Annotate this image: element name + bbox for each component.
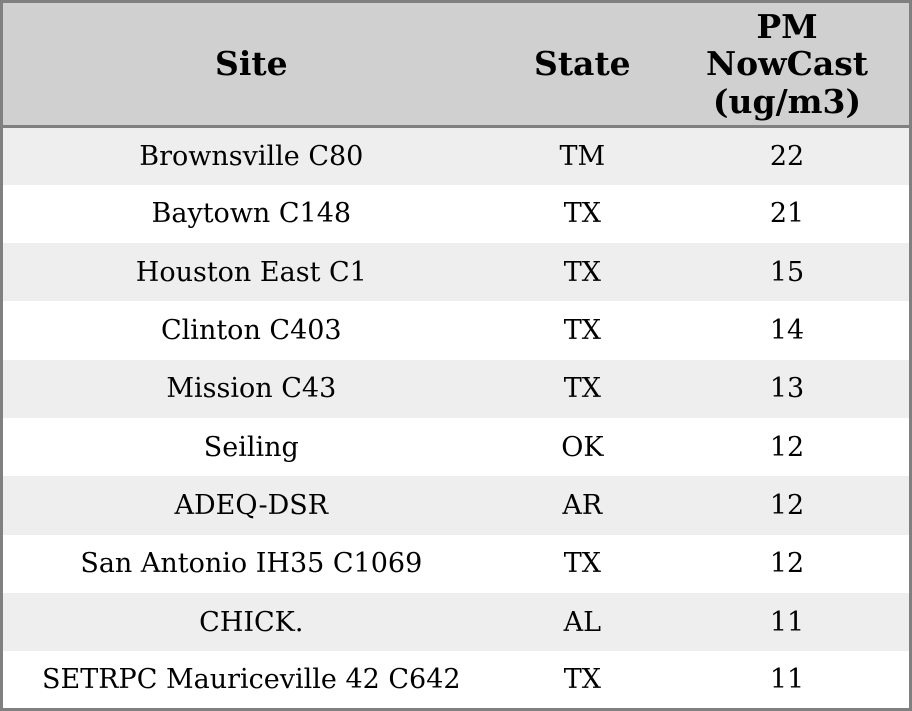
header-row: Site State PM NowCast (ug/m3)	[1, 1, 911, 128]
table-row: Brownsville C80 TM 22	[1, 126, 911, 185]
cell-pm-nowcast: 11	[769, 606, 805, 638]
table-row: Mission C43 TX 13	[1, 359, 911, 418]
table-row: ADEQ-DSR AR 12	[1, 476, 911, 535]
cell-state: AL	[563, 606, 602, 638]
column-header-state-label: State	[533, 44, 631, 84]
cell-state: TX	[563, 315, 601, 347]
cell-pm-nowcast: 21	[769, 198, 805, 230]
cell-state: TM	[559, 140, 606, 172]
cell-site: San Antonio IH35 C1069	[80, 548, 423, 580]
column-header-site: Site	[1, 1, 500, 128]
cell-site: Baytown C148	[151, 198, 352, 230]
cell-pm-nowcast: 12	[769, 548, 805, 580]
column-header-site-label: Site	[215, 44, 288, 84]
column-header-state: State	[499, 1, 666, 128]
cell-pm-nowcast: 14	[769, 315, 805, 347]
table-row: Houston East C1 TX 15	[1, 243, 911, 302]
cell-pm-nowcast: 15	[769, 256, 805, 288]
table-row: San Antonio IH35 C1069 TX 12	[1, 534, 911, 593]
cell-state: TX	[563, 256, 601, 288]
table-row: SETRPC Mauriceville 42 C642 TX 11	[1, 651, 911, 710]
cell-site: CHICK.	[199, 606, 304, 638]
cell-site: Clinton C403	[161, 315, 342, 347]
table-row: Clinton C403 TX 14	[1, 301, 911, 360]
cell-state: TX	[563, 198, 601, 230]
cell-state: TX	[563, 664, 601, 696]
cell-site: Seiling	[203, 431, 299, 463]
cell-state: TX	[563, 548, 601, 580]
table-row: Seiling OK 12	[1, 417, 911, 477]
cell-site: ADEQ-DSR	[174, 489, 329, 521]
cell-site: Houston East C1	[135, 256, 367, 288]
column-header-pm-nowcast-label: PM NowCast (ug/m3)	[706, 7, 869, 121]
cell-state: AR	[562, 489, 603, 521]
cell-site: SETRPC Mauriceville 42 C642	[42, 664, 461, 696]
cell-pm-nowcast: 12	[769, 431, 805, 463]
table-row: Baytown C148 TX 21	[1, 184, 911, 244]
cell-site: Mission C43	[166, 373, 337, 405]
cell-state: TX	[563, 373, 601, 405]
table-row: CHICK. AL 11	[1, 592, 911, 652]
cell-pm-nowcast: 13	[769, 373, 805, 405]
cell-pm-nowcast: 22	[769, 140, 805, 172]
column-header-pm-nowcast: PM NowCast (ug/m3)	[665, 1, 911, 128]
cell-pm-nowcast: 12	[769, 489, 805, 521]
cell-state: OK	[561, 431, 604, 463]
cell-pm-nowcast: 11	[769, 664, 805, 696]
cell-site: Brownsville C80	[139, 140, 364, 172]
